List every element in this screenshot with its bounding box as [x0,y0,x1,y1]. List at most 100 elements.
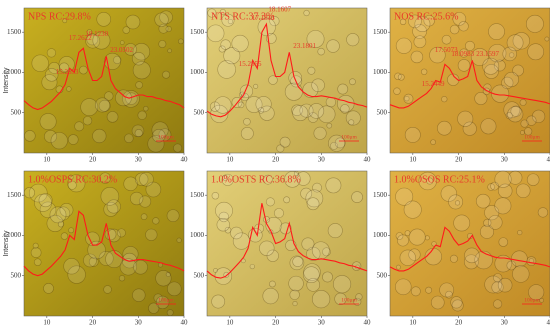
granule [119,40,125,45]
granule [464,247,480,264]
granule [209,101,221,112]
scale-bar-label: 100μm [341,297,357,303]
x-tick-label: 40 [181,319,189,327]
granule [122,246,139,263]
granule [155,270,172,287]
granule [474,250,493,270]
granule [67,134,79,145]
peak-label: 18.1230 [85,30,108,38]
granule [38,193,53,208]
granule [517,229,523,236]
granule [503,101,521,119]
granule [526,115,537,126]
xrd-line [389,226,550,272]
granule [506,34,524,52]
granule [306,30,325,48]
granule [125,92,138,105]
granule [92,31,111,50]
granule [325,96,337,108]
granule [249,263,255,270]
granule [317,47,325,56]
granule [544,36,550,42]
granule [88,256,99,267]
granule [464,40,475,51]
granule [85,231,100,246]
x-tick-label: 40 [181,156,189,164]
y-tick-label: 1500 [373,28,388,36]
granule [106,199,121,214]
scale-bar-label: 100μm [524,134,540,140]
granule [103,202,119,217]
granule [227,18,233,25]
granule [516,183,531,198]
granule [145,181,162,198]
granule [494,197,512,215]
granule [139,195,152,208]
granule [162,70,171,79]
scale-bar-label: 100μm [158,134,174,140]
granule [59,62,70,73]
scale-bar-label: 100μm [158,297,174,303]
granule [325,177,342,194]
granule [34,193,53,212]
granule [531,109,546,123]
granule [44,68,59,82]
granule [283,196,291,204]
granule [33,258,42,266]
peak-label: 18.1607 [268,6,291,14]
granule [245,96,263,113]
granule [493,273,503,283]
y-tick-label: 1000 [373,231,388,239]
granule [122,90,140,108]
y-axis-label: Intensity [3,230,10,257]
granule [494,254,512,273]
granule [509,52,515,58]
granule [152,129,166,143]
granule [265,197,275,207]
granule [98,250,114,266]
x-tick-label: 40 [364,156,372,164]
granule [498,183,513,199]
granule [273,208,284,219]
x-tick-label: 10 [43,319,51,327]
granule [230,226,243,240]
y-tick-label: 500 [194,271,205,279]
granule [418,171,437,191]
granule [50,132,68,150]
granule [41,74,58,91]
granule [80,98,99,116]
granule [57,221,65,228]
granule [502,46,517,62]
granule [506,260,517,271]
granule [441,34,452,45]
granule [98,99,111,112]
granule [132,61,151,80]
granule [66,86,72,92]
granule [132,288,146,302]
granule [454,200,461,206]
x-tick-label: 10 [409,156,417,164]
granule [279,136,291,148]
granule [330,141,338,150]
granule [293,170,299,176]
granule [303,266,320,284]
x-tick-label: 10 [409,319,417,327]
granule [508,170,523,185]
granule [430,295,445,310]
granule [257,107,265,114]
granule [511,250,528,268]
peak-label: 17.2622 [69,34,92,42]
granule [501,76,514,89]
granule [173,143,183,153]
granule [96,11,112,27]
granule [526,256,537,267]
granule [48,61,61,74]
granule [106,111,119,123]
granule [269,15,280,27]
xrd-line [206,22,368,118]
granule [326,122,333,129]
granule [463,254,479,270]
granule [525,14,544,33]
granule [43,283,54,294]
granule [520,130,525,135]
